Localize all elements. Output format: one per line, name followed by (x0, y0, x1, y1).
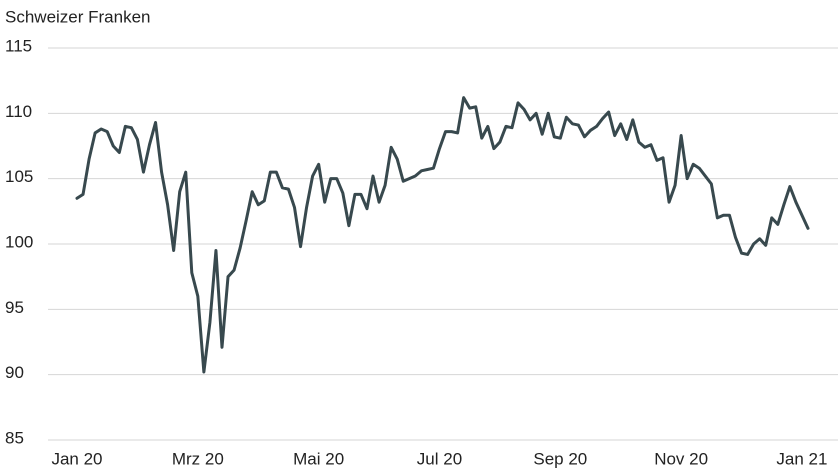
y-tick-label: 90 (5, 363, 24, 382)
y-tick-label: 95 (5, 298, 24, 317)
x-tick-label: Mrz 20 (172, 449, 224, 468)
y-tick-label: 85 (5, 428, 24, 447)
y-tick-label: 100 (5, 232, 33, 251)
price-line (75, 96, 810, 374)
x-tick-label: Jan 21 (776, 449, 827, 468)
x-tick-label: Sep 20 (533, 449, 587, 468)
x-tick-label: Jul 20 (417, 449, 462, 468)
x-tick-label: Nov 20 (654, 449, 708, 468)
x-tick-label: Jan 20 (51, 449, 102, 468)
y-tick-label: 115 (5, 36, 32, 55)
y-tick-label: 110 (5, 102, 32, 121)
x-tick-label: Mai 20 (293, 449, 344, 468)
y-tick-label: 105 (5, 167, 33, 186)
chart-title: Schweizer Franken (5, 7, 151, 26)
